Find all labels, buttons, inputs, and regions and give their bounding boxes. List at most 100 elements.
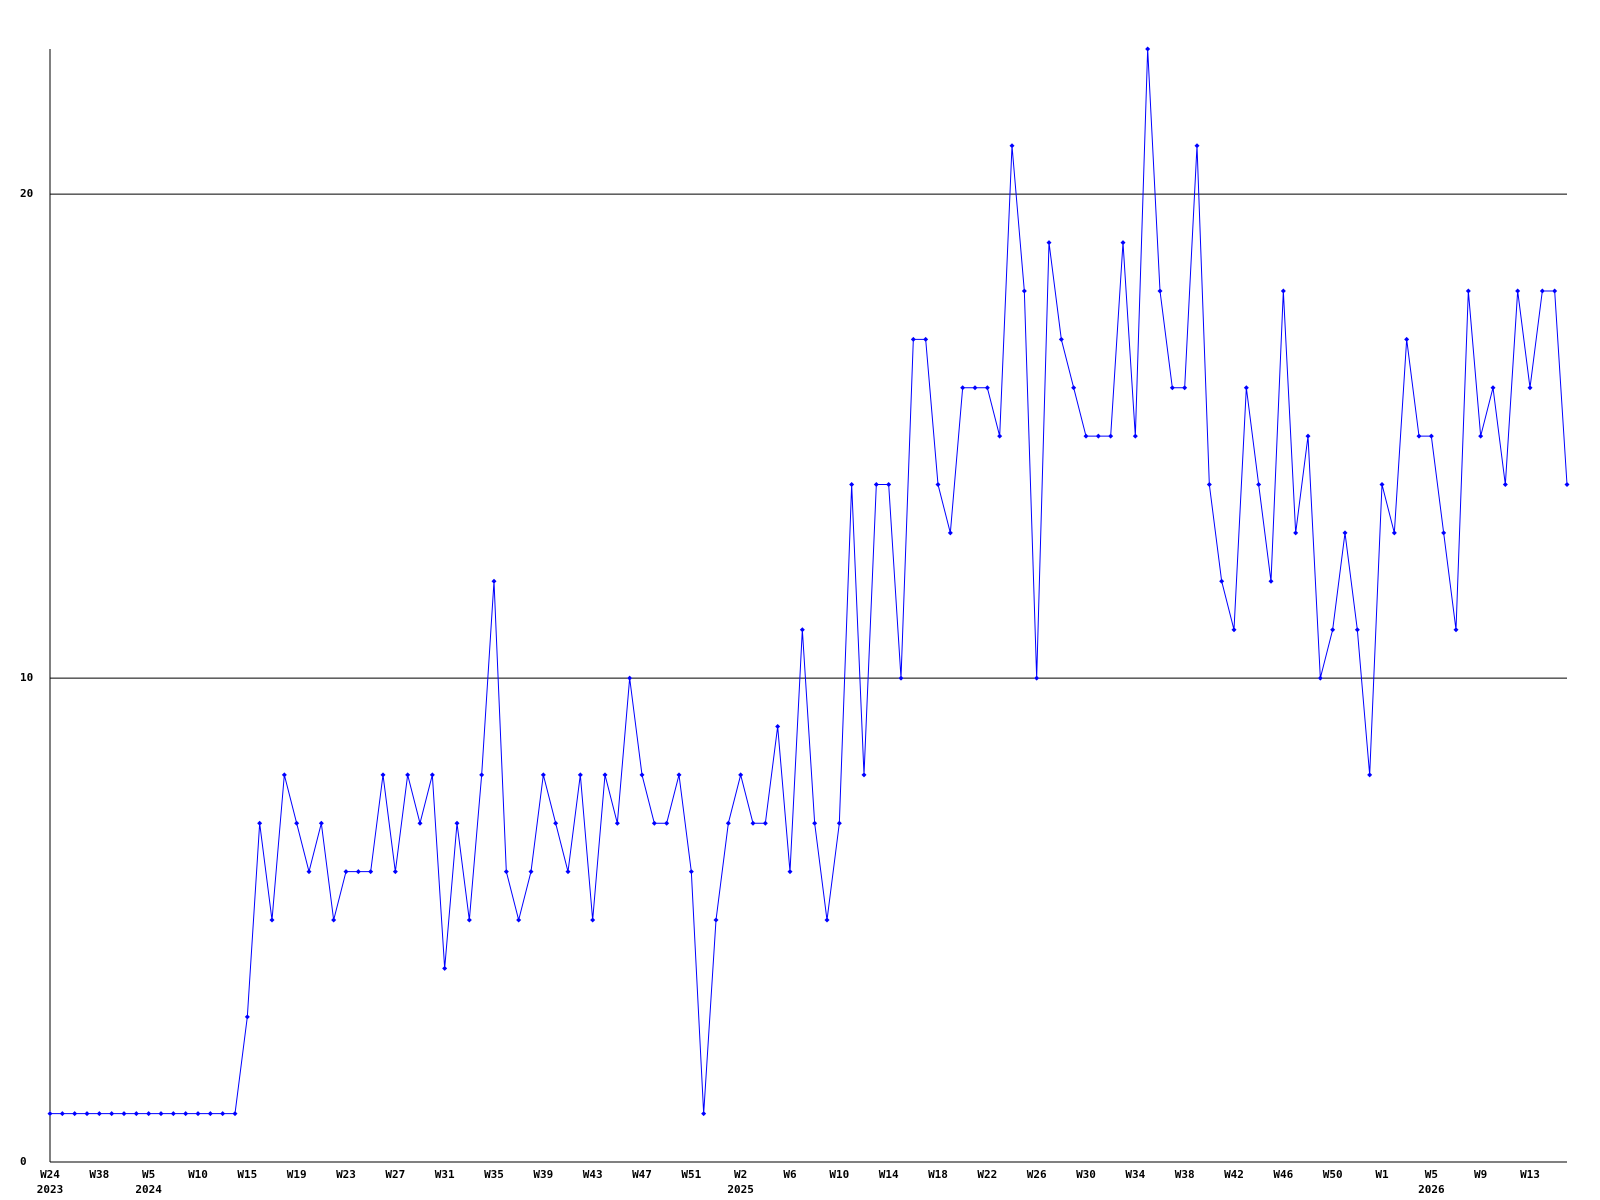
data-point — [392, 869, 398, 875]
data-point — [503, 869, 509, 875]
data-point — [651, 820, 657, 826]
data-point — [812, 820, 818, 826]
data-point — [1021, 288, 1027, 294]
data-point — [72, 1111, 78, 1117]
y-tick-label: 0 — [20, 1155, 27, 1168]
x-tick-label: W22 — [977, 1168, 997, 1181]
data-point — [429, 772, 435, 778]
x-year-label: 2026 — [1418, 1183, 1445, 1196]
data-point — [146, 1111, 152, 1117]
data-point — [738, 772, 744, 778]
data-point — [565, 869, 571, 875]
data-line — [50, 48, 1568, 1115]
data-point — [158, 1111, 164, 1117]
data-point — [343, 869, 349, 875]
data-point — [195, 1111, 201, 1117]
x-tick-label: W6 — [783, 1168, 797, 1181]
x-tick-label: W23 — [336, 1168, 356, 1181]
data-point — [1034, 675, 1040, 681]
data-point — [1169, 385, 1175, 391]
data-point — [1083, 433, 1089, 439]
x-tick-label: W5 — [1425, 1168, 1438, 1181]
x-tick-label: W46 — [1273, 1168, 1293, 1181]
data-point — [207, 1111, 213, 1117]
data-point — [244, 1014, 250, 1020]
x-tick-label: W10 — [188, 1168, 208, 1181]
data-point — [1182, 385, 1188, 391]
x-tick-label: W35 — [484, 1168, 504, 1181]
data-point — [849, 482, 855, 488]
y-tick-label: 10 — [20, 671, 33, 684]
data-point — [836, 820, 842, 826]
x-tick-label: W31 — [435, 1168, 455, 1181]
data-point — [1478, 433, 1484, 439]
data-point — [787, 869, 793, 875]
data-point — [577, 772, 583, 778]
data-point — [1539, 288, 1545, 294]
x-tick-label: W2 — [734, 1168, 747, 1181]
data-point — [454, 820, 460, 826]
data-point — [1058, 336, 1064, 342]
data-point — [824, 917, 830, 923]
data-point — [368, 869, 374, 875]
data-point — [294, 820, 300, 826]
data-point — [762, 820, 768, 826]
data-point — [380, 772, 386, 778]
x-tick-label: W39 — [533, 1168, 553, 1181]
data-point — [750, 820, 756, 826]
data-point — [1157, 288, 1163, 294]
data-point — [1416, 433, 1422, 439]
data-point — [676, 772, 682, 778]
x-year-label: 2024 — [135, 1183, 162, 1196]
x-tick-label: W50 — [1323, 1168, 1343, 1181]
data-point — [1564, 482, 1570, 488]
data-point — [997, 433, 1003, 439]
data-point — [639, 772, 645, 778]
x-tick-label: W10 — [829, 1168, 849, 1181]
data-point — [1453, 627, 1459, 633]
data-point — [1502, 482, 1508, 488]
data-point — [590, 917, 596, 923]
data-point — [281, 772, 287, 778]
x-tick-label: W15 — [237, 1168, 257, 1181]
data-point — [725, 820, 731, 826]
data-point — [183, 1111, 189, 1117]
data-point — [898, 675, 904, 681]
data-point — [1391, 530, 1397, 536]
x-tick-label: W13 — [1520, 1168, 1540, 1181]
data-point — [269, 917, 275, 923]
x-tick-label: W5 — [142, 1168, 155, 1181]
data-point — [1071, 385, 1077, 391]
data-point — [306, 869, 312, 875]
data-point — [1120, 240, 1126, 246]
data-point — [516, 917, 522, 923]
data-point — [1354, 627, 1360, 633]
data-point — [984, 385, 990, 391]
data-point — [701, 1111, 707, 1117]
data-point — [442, 965, 448, 971]
data-point — [133, 1111, 139, 1117]
data-point — [318, 820, 324, 826]
x-tick-label: W14 — [879, 1168, 899, 1181]
data-point — [540, 772, 546, 778]
data-point — [331, 917, 337, 923]
data-point — [1515, 288, 1521, 294]
data-point — [873, 482, 879, 488]
data-point — [1206, 482, 1212, 488]
x-tick-label: W34 — [1125, 1168, 1145, 1181]
data-point — [1527, 385, 1533, 391]
data-point — [405, 772, 411, 778]
data-point — [1305, 433, 1311, 439]
data-point — [947, 530, 953, 536]
data-point — [417, 820, 423, 826]
data-point — [910, 336, 916, 342]
data-point — [1490, 385, 1496, 391]
data-point — [886, 482, 892, 488]
data-point — [170, 1111, 176, 1117]
data-point — [1194, 143, 1200, 149]
data-point — [1268, 578, 1274, 584]
x-tick-label: W43 — [583, 1168, 603, 1181]
x-tick-label: W19 — [287, 1168, 307, 1181]
x-tick-label: W47 — [632, 1168, 652, 1181]
data-point — [1132, 433, 1138, 439]
